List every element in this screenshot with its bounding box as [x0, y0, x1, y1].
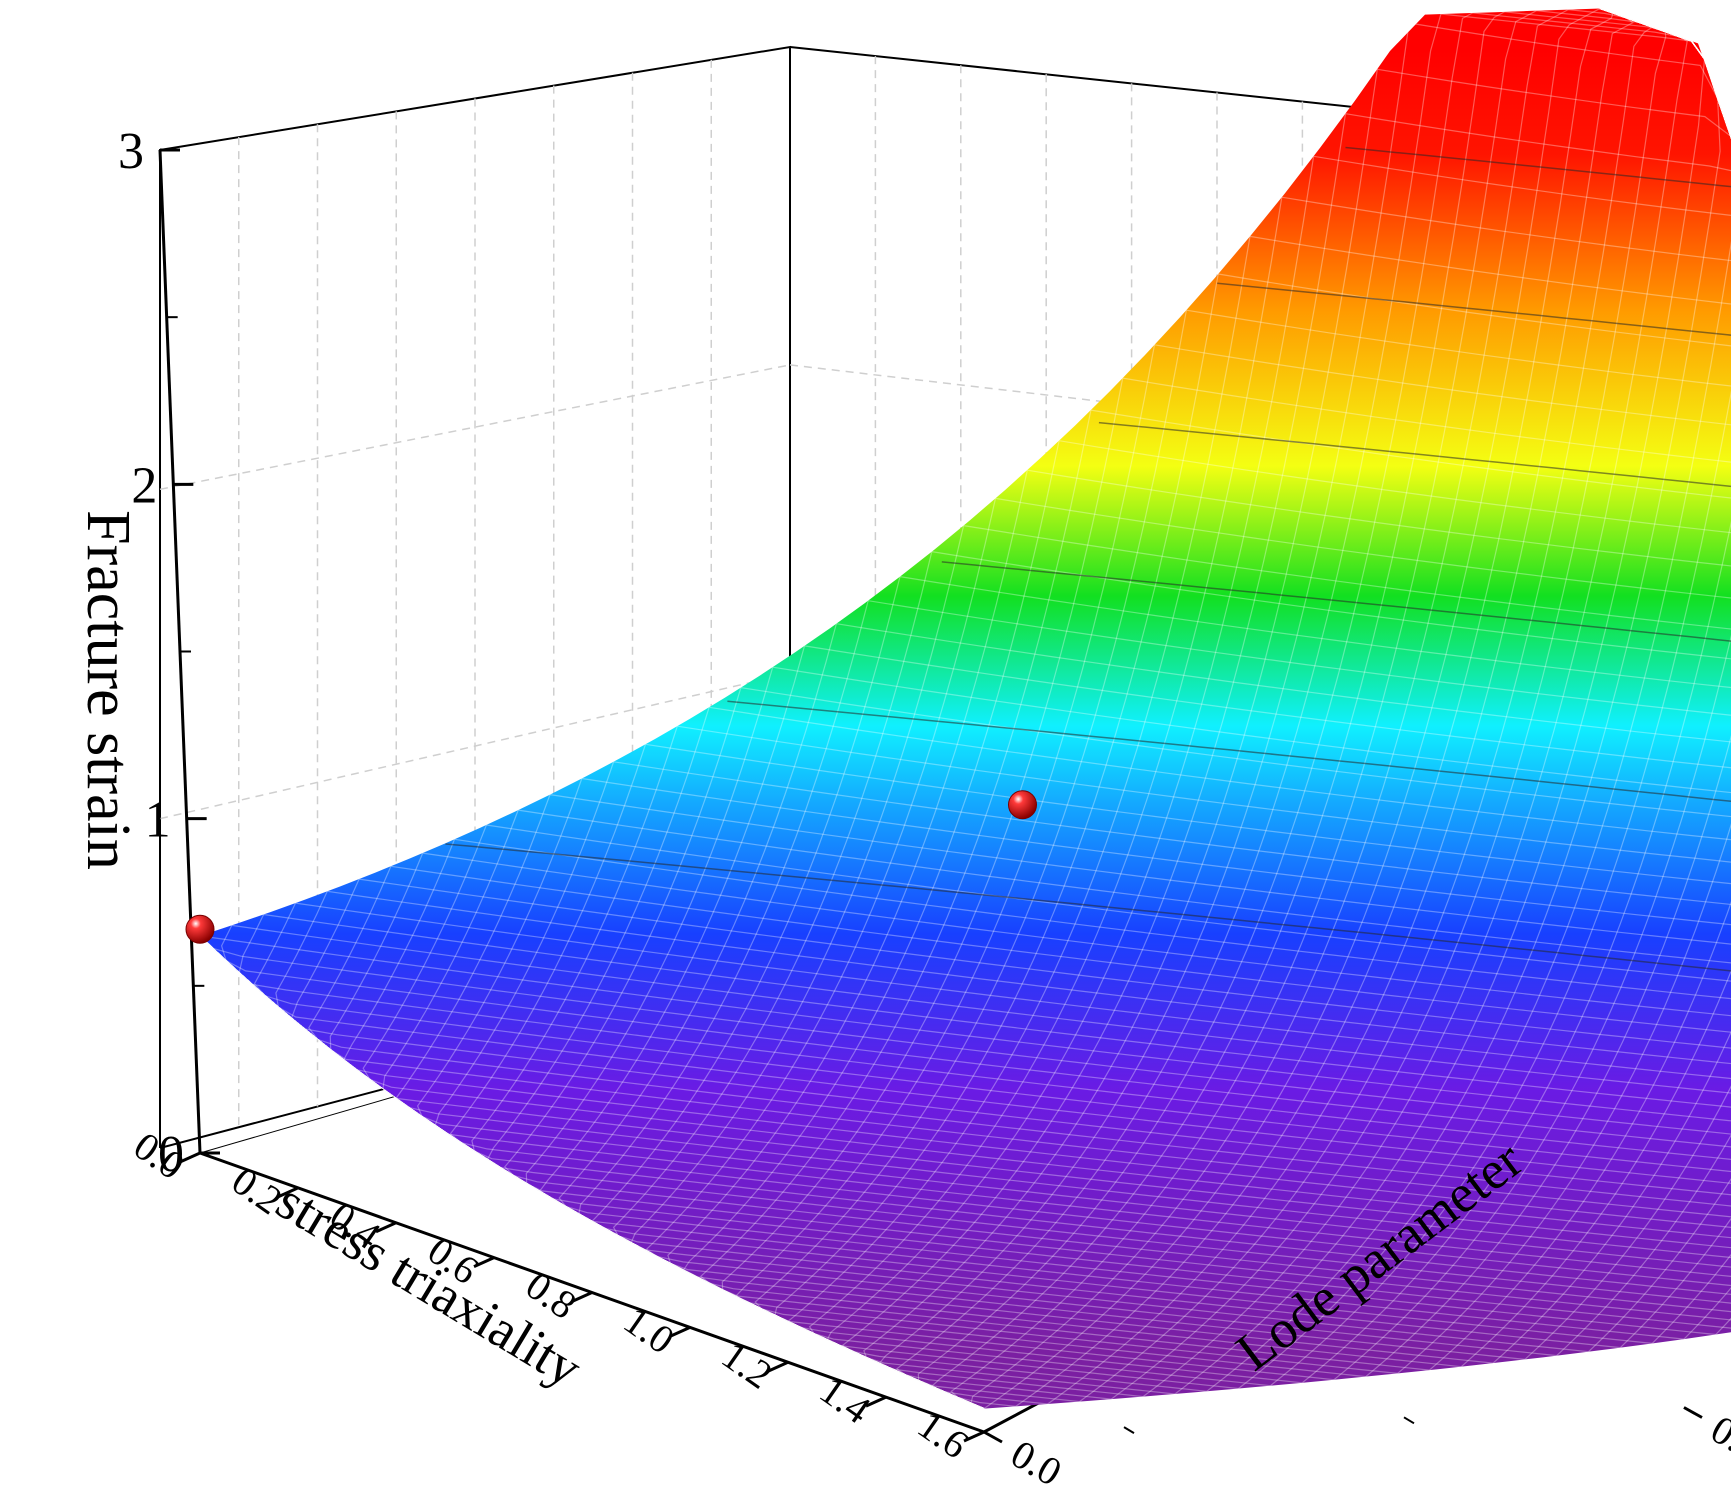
mesh-line: [1174, 8, 1706, 1395]
mesh-line: [1059, 440, 1731, 1184]
mesh-line: [1015, 8, 1614, 1407]
contour-line: [1098, 421, 1731, 503]
mesh-line: [327, 890, 1731, 1184]
x-tick-label: 1.4: [812, 1367, 879, 1433]
mesh-line: [581, 777, 1731, 1184]
mesh-line: [359, 878, 1731, 1184]
mesh-line: [200, 935, 1731, 1184]
x-tick-mark: [669, 1326, 691, 1338]
contour-line: [1217, 282, 1731, 345]
x-tick-mark: [375, 1221, 397, 1234]
mesh-line: [613, 761, 1731, 1184]
y-minor-tick: [1403, 1416, 1415, 1425]
mesh-line: [200, 935, 1731, 1194]
mesh-line: [1345, 113, 1731, 1184]
mesh-line: [709, 706, 1731, 1184]
mesh-line: [454, 838, 1731, 1184]
mesh-line: [1313, 155, 1731, 1184]
mesh-line: [200, 935, 1731, 1241]
contour-line: [445, 843, 1731, 1026]
z-tick-label: 1: [145, 792, 171, 849]
mesh-line: [930, 11, 1505, 1409]
mesh-line: [740, 687, 1731, 1184]
mesh-line: [983, 8, 1601, 1409]
z-axis-ticks: 0 1 2 3: [118, 123, 220, 1183]
mesh-line: [422, 852, 1731, 1184]
x-tick-label: 1.6: [910, 1402, 977, 1468]
mesh-line: [1142, 8, 1688, 1398]
x-tick-mark: [277, 1186, 299, 1199]
contour-line: [727, 700, 1731, 839]
data-markers: [185, 790, 1037, 944]
x-tick-mark: [767, 1360, 789, 1373]
mesh-line: [1079, 8, 1654, 1403]
mesh-line: [995, 497, 1731, 1184]
mesh-line: [200, 935, 1731, 1233]
mesh-line: [1090, 409, 1731, 1184]
mesh-line: [1047, 8, 1634, 1405]
mesh-line: [1218, 273, 1731, 1184]
mesh-line: [1206, 8, 1721, 1392]
surface-contour-lines: [445, 146, 1731, 1026]
grid-line: [159, 364, 791, 491]
mesh-line: [963, 525, 1731, 1184]
contour-line: [941, 561, 1731, 667]
mesh-line: [917, 12, 1473, 1409]
x-tick-mark: [865, 1395, 887, 1408]
mesh-line: [1154, 344, 1731, 1184]
contour-line: [1345, 146, 1731, 190]
mesh-line: [895, 13, 1442, 1409]
mesh-line: [772, 666, 1731, 1184]
mesh-line: [868, 600, 1731, 1184]
mesh-line: [899, 576, 1731, 1184]
x-tick-label: 1.2: [714, 1332, 781, 1398]
x-tick-mark: [179, 1151, 201, 1164]
mesh-line: [549, 794, 1731, 1184]
mesh-line: [863, 69, 1378, 1409]
x-tick-mark: [571, 1291, 593, 1303]
mesh-line: [970, 9, 1569, 1409]
mesh-line: [518, 809, 1731, 1184]
mesh-line: [1281, 196, 1731, 1184]
y-tick-label: 0.0: [1004, 1431, 1070, 1495]
mesh-line: [1122, 377, 1731, 1184]
z-tick-label: 3: [118, 123, 144, 180]
y-tick-label: 0.5: [1704, 1406, 1731, 1470]
y-minor-tick: [1683, 1406, 1695, 1415]
mesh-line: [836, 623, 1731, 1184]
mesh-line: [231, 924, 1731, 1184]
mesh-line: [931, 551, 1731, 1184]
mesh-line: [1249, 235, 1731, 1184]
mesh-line: [200, 935, 1731, 1214]
x-tick-label: 1.0: [616, 1297, 683, 1363]
z-tick-label: 0: [158, 1126, 184, 1183]
mesh-line: [200, 935, 1731, 1205]
mesh-line: [1027, 469, 1731, 1184]
z-tick-label: 2: [131, 457, 157, 514]
z-axis-title: Fracture strain: [74, 510, 142, 870]
mesh-line: [950, 10, 1537, 1409]
mesh-line: [295, 902, 1731, 1184]
mesh-line: [486, 824, 1731, 1184]
y-minor-tick: [1123, 1426, 1135, 1434]
mesh-line: [390, 865, 1731, 1184]
mesh-line: [645, 743, 1731, 1184]
x-tick-mark: [473, 1256, 495, 1268]
x-tick-mark: [963, 1430, 985, 1443]
mesh-line: [200, 935, 1731, 1249]
mesh-line: [200, 935, 1731, 1224]
mesh-line: [1110, 8, 1667, 1400]
mesh-line: [804, 645, 1731, 1184]
fracture-strain-surface: [200, 8, 1731, 1409]
mesh-line: [263, 913, 1731, 1184]
mesh-line: [1186, 309, 1731, 1184]
mesh-line: [677, 725, 1731, 1184]
data-point: [1008, 790, 1037, 820]
data-point: [185, 914, 215, 944]
grid-line: [159, 672, 791, 820]
y-tick-mark: [983, 1430, 1003, 1444]
